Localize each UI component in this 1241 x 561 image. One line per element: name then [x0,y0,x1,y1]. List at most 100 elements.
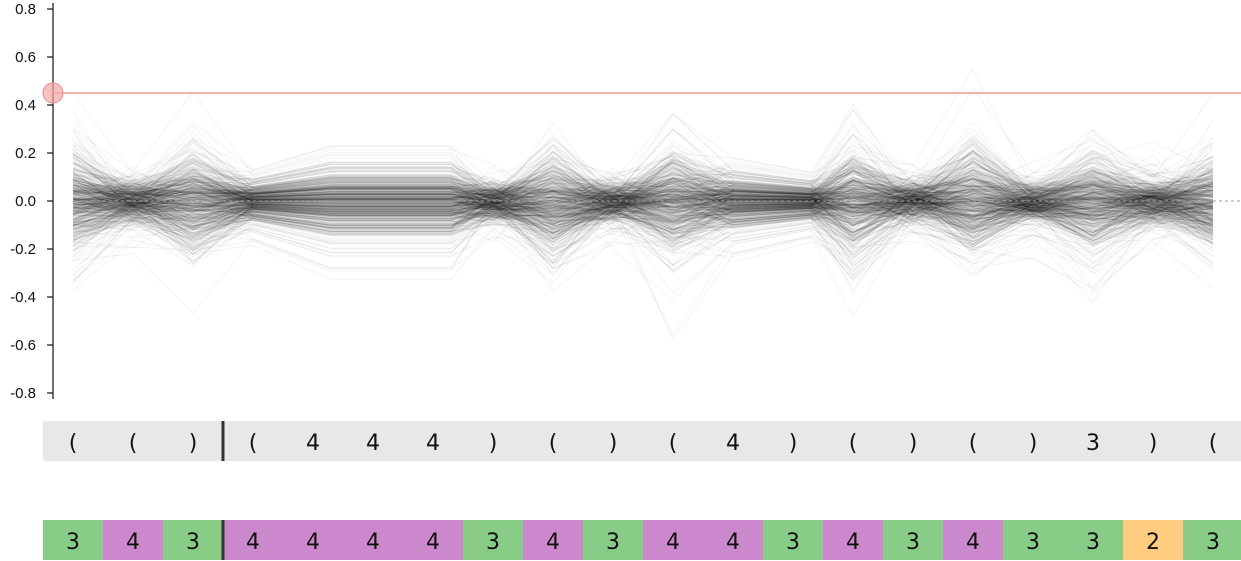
class-cell[interactable] [1183,520,1241,560]
token-cell[interactable]: ( [849,431,858,456]
hidden-state-line [72,184,1214,224]
token-cell[interactable]: ( [249,431,258,456]
token-cell[interactable]: 4 [306,431,320,456]
hidden-state-line [72,164,1214,240]
token-cell[interactable]: 4 [426,431,440,456]
y-tick-label: 0.2 [15,145,36,162]
token-cell[interactable]: ( [129,431,138,456]
class-cell[interactable] [403,520,463,560]
hidden-state-line [72,198,1214,241]
hidden-state-line [72,169,1214,226]
threshold-handle[interactable] [42,82,64,104]
hidden-state-line [72,168,1214,223]
class-cell[interactable] [523,520,583,560]
class-cell[interactable] [1063,520,1123,560]
token-cell[interactable]: 4 [726,431,740,456]
hidden-state-line [72,202,1214,266]
hidden-state-line [72,158,1214,222]
token-cell[interactable]: ) [909,431,918,456]
hidden-state-line [72,162,1214,214]
hidden-state-line [72,153,1214,205]
class-cell[interactable] [763,520,823,560]
class-cell[interactable] [163,520,223,560]
hidden-state-line [72,188,1214,225]
hidden-state-line [72,149,1214,201]
hidden-state-line [72,171,1214,233]
hidden-state-line [72,187,1214,225]
token-cell[interactable]: 3 [1086,431,1100,456]
hidden-state-lines [72,68,1214,341]
class-cell[interactable] [943,520,1003,560]
hidden-state-line [72,163,1214,230]
hidden-state-line [72,189,1214,226]
hidden-state-line [72,158,1214,222]
hidden-state-line [72,158,1214,220]
token-cell[interactable]: ) [1149,431,1158,456]
hidden-state-line [72,167,1214,222]
hidden-state-line [72,187,1214,252]
hidden-state-line [72,169,1214,203]
hidden-state-line [72,166,1214,239]
token-cell[interactable]: ( [1209,431,1218,456]
hidden-state-line [72,186,1214,227]
hidden-state-line [72,160,1214,204]
hidden-state-line [72,139,1214,248]
hidden-state-line [72,199,1214,295]
class-cell[interactable] [343,520,403,560]
hidden-state-line [72,196,1214,247]
hidden-state-line [72,160,1214,226]
hidden-state-line [72,167,1214,247]
token-cell[interactable]: 4 [366,431,380,456]
hidden-state-line [72,173,1214,242]
hidden-state-line [72,195,1214,301]
token-cell[interactable]: ) [789,431,798,456]
hidden-state-line [72,192,1214,267]
class-cell[interactable] [283,520,343,560]
token-cell[interactable]: ) [189,431,198,456]
hidden-state-line [72,168,1214,221]
hidden-state-line [72,164,1214,215]
token-cell[interactable]: ( [969,431,978,456]
hidden-state-line [72,187,1214,245]
hidden-state-line [72,162,1214,213]
class-cell[interactable] [103,520,163,560]
hidden-state-line [72,180,1214,241]
token-cell[interactable]: ) [1029,431,1038,456]
hidden-state-line [72,154,1214,265]
hidden-state-line [72,175,1214,220]
hidden-state-line [72,191,1214,247]
hidden-state-line [72,177,1214,290]
class-cell[interactable] [883,520,943,560]
token-cell[interactable]: ) [489,431,498,456]
token-cell[interactable]: ( [69,431,78,456]
y-tick-label: -0.2 [10,241,36,258]
hidden-state-line [72,151,1214,240]
hidden-state-line [72,194,1214,244]
class-cell[interactable] [643,520,703,560]
hidden-state-line [72,170,1214,242]
token-cell[interactable]: ) [609,431,618,456]
hidden-state-line [72,171,1214,228]
class-cell[interactable] [1003,520,1063,560]
hidden-state-line [72,142,1214,220]
hidden-state-line [72,193,1214,242]
token-cell[interactable]: ( [669,431,678,456]
hidden-state-line [72,174,1214,222]
hidden-state-line [72,150,1214,207]
class-cell[interactable] [43,520,103,560]
hidden-state-line [72,178,1214,233]
hidden-state-line [72,162,1214,228]
class-cell[interactable] [223,520,283,560]
class-label: 4 [426,530,440,555]
hidden-state-line [72,172,1214,219]
hidden-state-line [72,187,1214,252]
y-axis: 0.8 0.6 0.4 0.2 0.0 -0.2 -0.4 -0.6 -0.8 [10,1,54,402]
class-cell[interactable] [823,520,883,560]
hidden-state-line [72,196,1214,261]
class-cell[interactable] [463,520,523,560]
class-cell[interactable] [583,520,643,560]
token-cell[interactable]: ( [549,431,558,456]
class-cell[interactable] [703,520,763,560]
hidden-state-line [72,176,1214,236]
class-cell[interactable] [1123,520,1183,560]
